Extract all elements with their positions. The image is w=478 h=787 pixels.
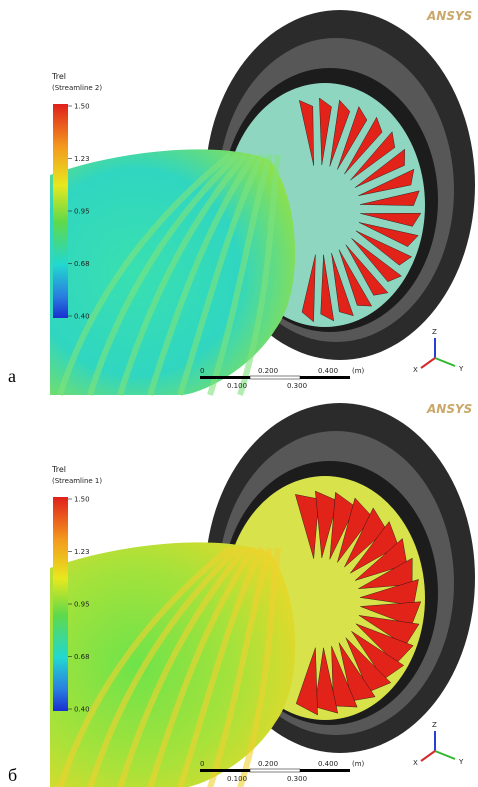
panel-label: а (8, 366, 16, 386)
axis-label: Z (432, 721, 437, 729)
hub (50, 149, 295, 395)
legend-tick-label: 0.68 (74, 653, 90, 661)
color-bar (53, 497, 68, 711)
axis-label: X (413, 759, 418, 767)
axis-label: Y (458, 758, 464, 766)
scale-label: (m) (352, 760, 365, 768)
legend-tick-label: 1.23 (74, 548, 90, 556)
scale-label: 0.100 (227, 775, 247, 783)
legend-subtitle: (Streamline 2) (52, 84, 102, 92)
legend-subtitle: (Streamline 1) (52, 477, 102, 485)
panel-label: б (8, 765, 17, 785)
scale-label: 0.100 (227, 382, 247, 390)
scale-label: 0 (200, 367, 204, 375)
axis-y (435, 358, 455, 366)
scale-bar-b (250, 769, 300, 772)
axis-x (421, 751, 435, 761)
scale-label: 0 (200, 760, 204, 768)
logo: ANSYS (426, 402, 472, 416)
axis-label: X (413, 366, 418, 374)
legend-tick-label: 1.50 (74, 103, 90, 111)
scale-label: 0.200 (258, 760, 278, 768)
scale-label: 0.200 (258, 367, 278, 375)
legend-title: Trel (51, 465, 66, 474)
legend-tick-label: 0.40 (74, 313, 90, 321)
scale-bar-c (300, 769, 350, 772)
panel: ANSYS Trel (Streamline 2) 1.50 1.23 0.95 0.68 0… (8, 9, 475, 395)
scale-bar-a (200, 769, 250, 772)
legend-tick-label: 0.95 (74, 601, 90, 609)
scale-bar-a (200, 376, 250, 379)
axis-label: Z (432, 328, 437, 336)
scale-label: 0.300 (287, 382, 307, 390)
scale-label: (m) (352, 367, 365, 375)
color-bar (53, 104, 68, 318)
scale-label: 0.400 (318, 367, 338, 375)
axis-label: Y (458, 365, 464, 373)
scale-label: 0.300 (287, 775, 307, 783)
scale-bar-c (300, 376, 350, 379)
figure: ANSYS Trel (Streamline 2) 1.50 1.23 0.95 0.68 0… (0, 0, 478, 787)
legend-tick-label: 0.40 (74, 706, 90, 714)
legend-tick-label: 0.95 (74, 208, 90, 216)
logo: ANSYS (426, 9, 472, 23)
legend-tick-label: 1.50 (74, 496, 90, 504)
panel: ANSYS Trel (Streamline 1) 1.50 1.23 0.95 0.68 0… (8, 402, 475, 787)
scale-label: 0.400 (318, 760, 338, 768)
legend-title: Trel (51, 72, 66, 81)
axis-y (435, 751, 455, 759)
legend-tick-label: 0.68 (74, 260, 90, 268)
axis-x (421, 358, 435, 368)
scale-bar-b (250, 376, 300, 379)
legend-tick-label: 1.23 (74, 155, 90, 163)
